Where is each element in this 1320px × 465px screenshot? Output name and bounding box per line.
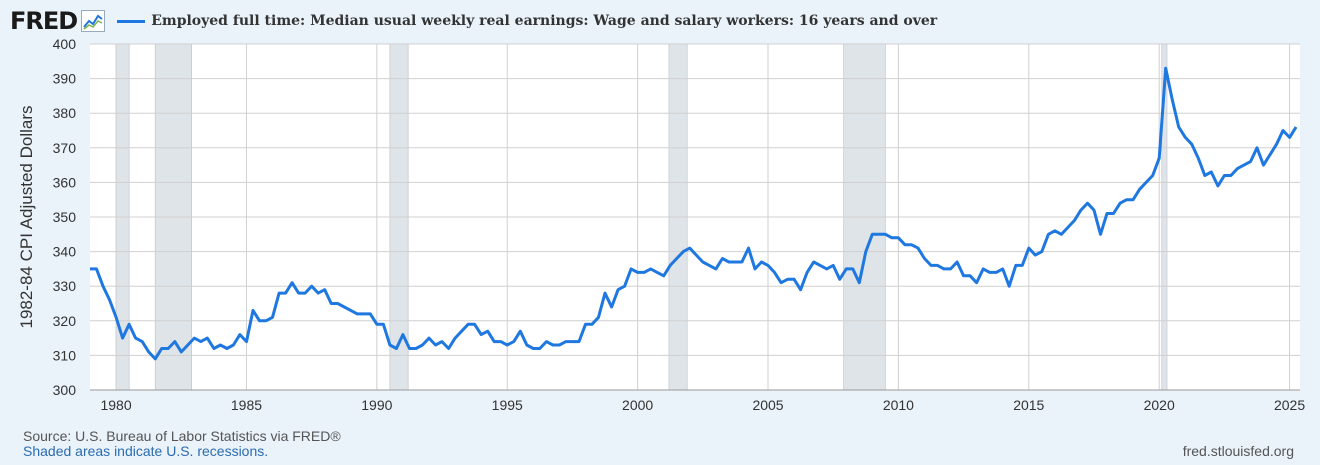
x-axis-ticks: 1980 1985 1990 1995 2000 2005 2010 2015 2020 2025	[100, 397, 1305, 413]
x-tick-label-2000: 2000	[622, 397, 653, 413]
legend-series-label: Employed full time: Median usual weekly …	[151, 13, 938, 29]
y-tick-label-310: 310	[53, 347, 77, 363]
x-tick-label-2020: 2020	[1144, 397, 1175, 413]
gridlines	[90, 43, 1300, 391]
legend-swatch	[117, 19, 146, 23]
y-tick-label-390: 390	[53, 71, 77, 87]
y-tick-label-300: 300	[53, 382, 77, 398]
fred-logo[interactable]: FRED	[10, 7, 78, 35]
x-tick-label-2010: 2010	[883, 397, 914, 413]
source-note: Source: U.S. Bureau of Labor Statistics …	[23, 428, 341, 444]
x-tick-label-1985: 1985	[231, 397, 262, 413]
y-tick-label-350: 350	[53, 209, 77, 225]
y-tick-label-330: 330	[53, 278, 77, 294]
y-tick-label-370: 370	[53, 140, 77, 156]
x-tick-label-1980: 1980	[100, 397, 131, 413]
y-tick-label-400: 400	[53, 36, 77, 52]
chart-header: FRED Employed full time: Median usual we…	[10, 6, 937, 36]
recession-note[interactable]: Shaded areas indicate U.S. recessions.	[23, 443, 269, 459]
y-axis-label: 1982-84 CPI Adjusted Dollars	[17, 105, 36, 328]
chart-legend: Employed full time: Median usual weekly …	[117, 13, 937, 29]
y-tick-label-340: 340	[53, 244, 77, 260]
y-tick-label-320: 320	[53, 313, 77, 329]
y-tick-label-380: 380	[53, 105, 77, 121]
fred-site-link[interactable]: fred.stlouisfed.org	[1182, 443, 1294, 459]
x-tick-label-2015: 2015	[1013, 397, 1044, 413]
x-tick-label-1990: 1990	[361, 397, 392, 413]
y-axis-ticks: 300 310 320 330 340 350 360 370 380 390 400	[53, 36, 77, 398]
x-tick-label-1995: 1995	[492, 397, 523, 413]
fred-graph-icon	[81, 10, 106, 32]
y-tick-label-360: 360	[53, 174, 77, 190]
series-line[interactable]	[90, 66, 1298, 361]
x-tick-label-2025: 2025	[1274, 397, 1305, 413]
x-tick-label-2005: 2005	[752, 397, 783, 413]
